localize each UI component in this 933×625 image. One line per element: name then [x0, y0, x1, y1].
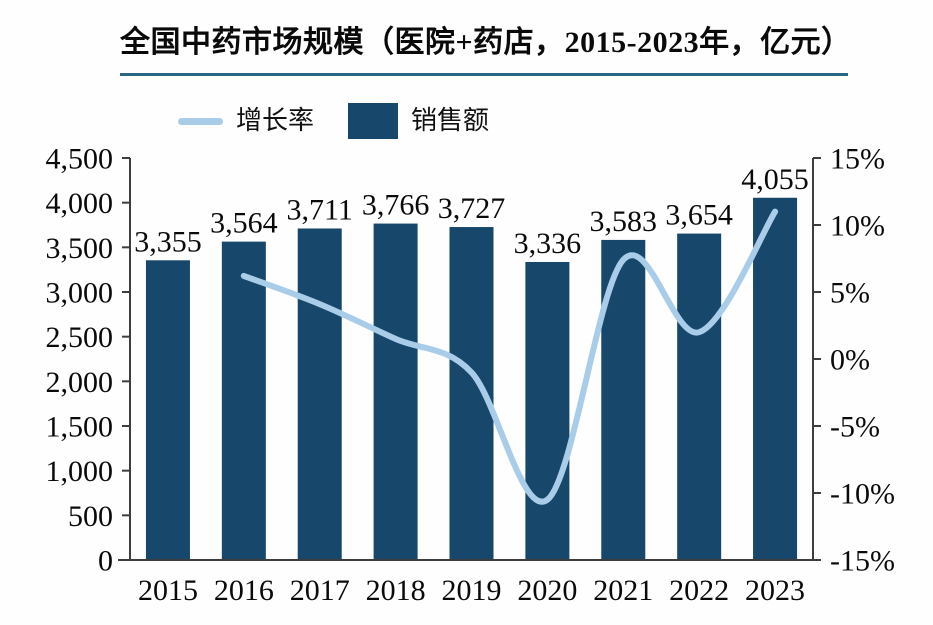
right-axis-tick-label: -5% [830, 411, 880, 444]
x-axis-label-2017: 2017 [290, 574, 350, 607]
right-axis-tick-label: 15% [830, 143, 885, 176]
x-axis-label-2022: 2022 [669, 574, 729, 607]
x-axis-label-2021: 2021 [593, 574, 653, 607]
legend-item-sales: 销售额 [348, 103, 489, 139]
left-axis-tick-label: 0 [98, 545, 113, 578]
left-axis-tick-label: 2,000 [46, 366, 114, 399]
left-axis-tick-label: 1,500 [46, 411, 114, 444]
x-axis-label-2015: 2015 [138, 574, 198, 607]
x-axis-label-2018: 2018 [366, 574, 426, 607]
bar-2016 [221, 241, 266, 560]
bar-value-label: 3,654 [665, 199, 733, 232]
chart-title-block: 全国中药市场规模（医院+药店，2015-2023年，亿元） [120, 26, 852, 76]
right-axis-tick-label: -10% [830, 478, 895, 511]
bar-2018 [373, 223, 418, 560]
chart-title: 全国中药市场规模（医院+药店，2015-2023年，亿元） [120, 26, 852, 59]
x-axis-label-2016: 2016 [214, 574, 274, 607]
legend-label-growth-rate: 增长率 [236, 106, 315, 135]
bar-value-label: 3,766 [362, 189, 430, 222]
bar-value-label: 3,355 [134, 225, 202, 258]
bar-2017 [297, 228, 342, 560]
x-axis-label-2023: 2023 [745, 574, 805, 607]
left-axis-tick-label: 4,500 [46, 143, 114, 176]
bar-value-label: 3,336 [514, 227, 582, 260]
bar-value-label: 3,711 [287, 193, 353, 226]
right-axis-tick-label: -15% [830, 545, 895, 578]
x-axis-label-2020: 2020 [517, 574, 577, 607]
left-axis-tick-label: 500 [68, 500, 113, 533]
left-axis-tick-label: 2,500 [46, 321, 114, 354]
right-axis-tick-label: 10% [830, 210, 885, 243]
legend-label-sales: 销售额 [411, 106, 490, 135]
bar-2023 [753, 197, 798, 560]
left-axis-tick-label: 3,000 [46, 277, 114, 310]
bar-value-label: 3,727 [438, 192, 506, 225]
left-axis-tick-label: 4,000 [46, 187, 114, 220]
bar-value-label: 3,583 [590, 205, 658, 238]
right-axis-tick-label: 0% [830, 344, 870, 377]
bar-value-label: 4,055 [741, 163, 809, 196]
x-axis-label-2019: 2019 [442, 574, 502, 607]
bar-value-label: 3,564 [210, 207, 278, 240]
legend-item-growth-rate: 增长率 [178, 108, 314, 134]
growth-rate-line [240, 208, 779, 505]
bar-swatch-icon [348, 103, 399, 139]
left-axis-tick-label: 1,000 [46, 455, 114, 488]
right-axis-tick-label: 5% [830, 277, 870, 310]
left-axis-tick-label: 3,500 [46, 232, 114, 265]
bar-2022 [677, 233, 722, 561]
line-swatch-icon [178, 117, 223, 125]
bar-2020 [525, 261, 570, 560]
chart-legend: 增长率 销售额 [178, 99, 489, 143]
bar-2015 [145, 260, 190, 560]
